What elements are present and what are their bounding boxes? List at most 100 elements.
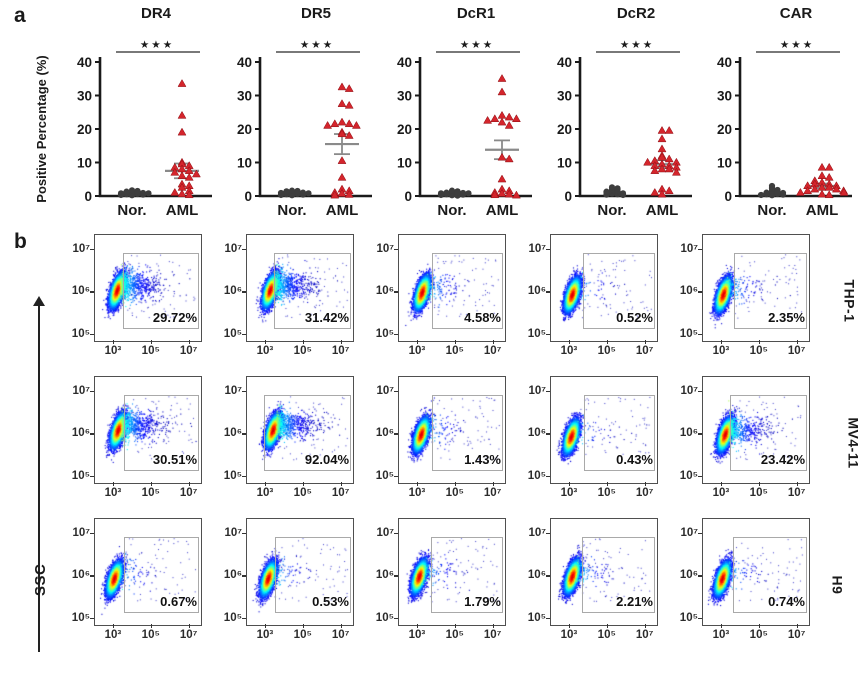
flow-x-tick-label: 10⁷ [787, 487, 806, 499]
y-tick-mark [242, 291, 246, 293]
aml-data-point [650, 166, 660, 174]
flow-density-plot-MV4-11-CAR [703, 377, 809, 483]
flow-y-tick-label: 10⁵ [375, 611, 394, 624]
y-tick-label: 30 [77, 89, 92, 104]
flow-y-tick-label: 10⁵ [223, 469, 242, 482]
y-tick-mark [546, 433, 550, 435]
y-tick-mark [394, 390, 398, 393]
aml-data-point [803, 186, 813, 195]
y-tick-label: 0 [404, 189, 412, 204]
flow-x-tick-label: 10⁵ [749, 345, 768, 357]
nor-data-point [283, 188, 290, 195]
x-tick-mark [416, 482, 419, 486]
flow-x-tick-label: 10⁷ [331, 487, 350, 499]
y-tick-label: 0 [244, 189, 252, 204]
nor-data-point [299, 189, 307, 196]
x-category-label: Nor. [277, 202, 306, 219]
flow-y-tick-label: 10⁶ [223, 569, 242, 582]
nor-data-point [459, 189, 467, 197]
plot-title: CAR [780, 5, 813, 22]
flow-cell-H9-DR4: 10⁵ 10⁶ 10⁷ 0.67% 10³ 10⁵ 10⁷ [64, 514, 216, 656]
y-tick-label: 10 [237, 156, 252, 171]
y-tick-label: 0 [724, 189, 732, 204]
x-tick-mark [302, 482, 305, 486]
x-category-label: AML [326, 202, 359, 219]
gate-percentage: 0.52% [616, 310, 653, 326]
y-tick-mark [546, 532, 550, 535]
x-tick-mark [112, 624, 115, 628]
y-tick-mark [242, 433, 246, 435]
flow-y-tick-label: 10⁵ [679, 611, 698, 624]
gate-percentage: 0.67% [160, 594, 197, 610]
flow-density-plot-H9-DcR2 [551, 519, 657, 625]
flow-x-tick-label: 10⁵ [141, 629, 160, 641]
x-tick-mark [188, 482, 191, 486]
x-tick-mark [606, 482, 609, 486]
flow-y-tick-label: 10⁶ [375, 427, 394, 440]
flow-cell-H9-DR5: 10⁵ 10⁶ 10⁷ 0.53% 10³ 10⁵ 10⁷ [216, 514, 368, 656]
y-tick-mark [698, 433, 702, 435]
flow-density-plot-H9-DR4 [95, 519, 201, 625]
nor-data-point [139, 189, 147, 197]
y-tick-label: 0 [564, 189, 572, 204]
x-tick-mark [188, 624, 191, 628]
flow-y-tick-label: 10⁶ [679, 427, 698, 440]
x-tick-mark [416, 340, 419, 344]
nor-data-point [294, 187, 301, 195]
aml-data-point [191, 169, 201, 178]
gate-box [124, 395, 200, 472]
flow-x-tick-label: 10³ [408, 629, 426, 641]
y-tick-mark [242, 575, 246, 577]
flow-x-tick-label: 10³ [712, 629, 730, 641]
flow-plot-frame: 1.43% [398, 376, 506, 484]
aml-data-point [337, 129, 347, 138]
aml-data-point [657, 164, 667, 173]
x-tick-mark [492, 624, 495, 628]
aml-data-point [330, 119, 340, 128]
nor-data-point [774, 189, 781, 196]
y-tick-mark [90, 291, 94, 293]
y-tick-mark [242, 248, 246, 251]
ssc-arrowhead-icon [33, 296, 45, 306]
flow-density-plot-MV4-11-DR4 [95, 377, 201, 483]
y-tick-mark [698, 475, 702, 478]
flow-x-tick-label: 10³ [104, 487, 122, 499]
flow-y-tick-label: 10⁵ [679, 327, 698, 340]
flow-x-tick-label: 10⁵ [445, 487, 464, 499]
x-tick-mark [264, 482, 267, 486]
aml-data-point [504, 154, 514, 163]
y-tick-label: 30 [557, 89, 572, 104]
flow-x-tick-label: 10³ [712, 487, 730, 499]
flow-x-tick-label: 10³ [256, 345, 274, 357]
gate-percentage: 4.58% [464, 310, 501, 326]
flow-cell-H9-CAR: 10⁵ 10⁶ 10⁷ 0.74% 10³ 10⁵ 10⁷ [672, 514, 824, 656]
flow-y-tick-label: 10⁶ [71, 427, 90, 440]
significance-stars: ★★★ [300, 39, 334, 51]
flow-y-tick-label: 10⁵ [527, 611, 546, 624]
x-tick-mark [720, 340, 723, 344]
flow-y-tick-label: 10⁵ [71, 469, 90, 482]
aml-data-point [337, 117, 347, 126]
aml-data-point [177, 110, 187, 119]
significance-stars: ★★★ [620, 39, 654, 51]
flow-y-tick-label: 10⁷ [680, 526, 698, 539]
panel-b-grid: 10⁵ 10⁶ 10⁷ 29.72% 10³ 10⁵ 10⁷ 10⁵ 10⁶ 10⁷ 31.42% 1… [64, 230, 868, 656]
flow-density-plot-THP-1-DR5 [247, 235, 353, 341]
x-tick-mark [758, 340, 761, 344]
y-tick-mark [90, 433, 94, 435]
aml-data-point [497, 117, 507, 126]
flow-y-tick-label: 10⁶ [223, 285, 242, 298]
aml-data-point [497, 110, 507, 119]
aml-data-point [177, 171, 187, 179]
aml-data-point [497, 174, 507, 183]
aml-data-point [184, 172, 194, 181]
x-tick-mark [150, 624, 153, 628]
aml-data-point [344, 130, 354, 139]
flow-x-tick-label: 10⁷ [483, 487, 502, 499]
flow-cell-MV4-11-DcR1: 10⁵ 10⁶ 10⁷ 1.43% 10³ 10⁵ 10⁷ [368, 372, 520, 514]
gate-percentage: 0.53% [312, 594, 349, 610]
x-tick-mark [644, 340, 647, 344]
y-tick-label: 10 [557, 156, 572, 171]
aml-data-point [170, 187, 180, 196]
y-tick-mark [394, 291, 398, 293]
